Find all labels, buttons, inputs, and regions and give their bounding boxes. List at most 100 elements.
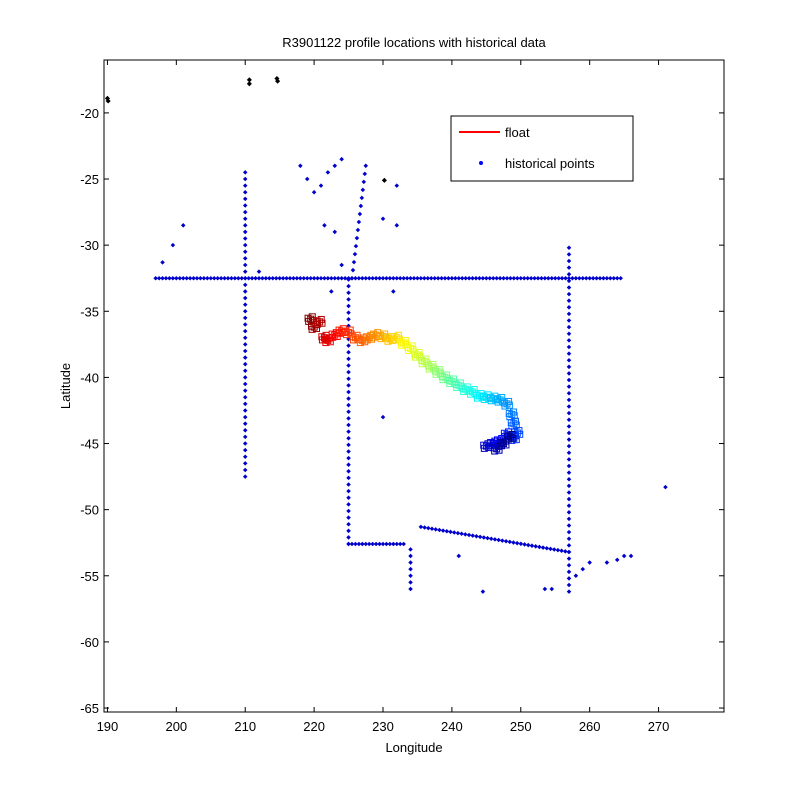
historical-point	[474, 534, 479, 539]
historical-point	[346, 416, 351, 421]
historical-point	[339, 262, 344, 268]
y-tick-label: -35	[80, 304, 99, 319]
y-tick-label: -60	[80, 635, 99, 650]
historical-point	[380, 275, 386, 281]
historical-point	[346, 469, 351, 474]
historical-point	[304, 176, 310, 182]
historical-point	[426, 525, 431, 531]
ticks: 190 200 210 220 230 240 250 260 270 -20 -25 -30 -35 -…	[80, 60, 724, 734]
historical-point	[418, 524, 424, 530]
historical-point	[507, 539, 513, 545]
historical-point	[411, 275, 417, 281]
historical-point	[521, 275, 527, 281]
historical-point	[350, 267, 356, 273]
float-profile-marker	[466, 387, 474, 395]
historical-point	[270, 275, 276, 281]
historical-point	[549, 275, 555, 281]
historical-point	[332, 229, 338, 235]
historical-point	[544, 545, 550, 551]
historical-point	[542, 275, 548, 281]
float-profile-marker	[397, 338, 405, 346]
historical-point	[490, 275, 496, 281]
historical-point	[366, 541, 372, 547]
historical-point	[566, 397, 572, 403]
historical-point	[242, 375, 248, 380]
historical-point	[353, 275, 358, 281]
historical-point	[242, 295, 248, 301]
historical-point	[470, 533, 475, 538]
historical-point	[566, 305, 572, 310]
historical-point	[256, 275, 262, 281]
historical-point	[160, 275, 165, 281]
historical-point	[566, 391, 572, 396]
float-profile-marker	[356, 335, 364, 343]
historical-point	[485, 535, 490, 541]
historical-point	[566, 384, 572, 389]
black-point	[275, 78, 281, 84]
historical-point	[308, 275, 313, 281]
historical-point	[477, 534, 483, 540]
historical-point	[242, 269, 248, 274]
historical-point	[242, 447, 248, 453]
historical-point	[618, 275, 623, 281]
historical-point	[492, 537, 498, 542]
historical-point	[473, 275, 479, 281]
legend-float-label: float	[505, 125, 530, 140]
float-profile-marker	[418, 357, 426, 365]
historical-points	[153, 156, 668, 594]
historical-point	[566, 496, 572, 502]
historical-point	[566, 536, 572, 542]
historical-point	[351, 259, 357, 265]
historical-point	[349, 541, 355, 547]
historical-point	[346, 422, 351, 428]
historical-point	[273, 275, 279, 281]
historical-point	[504, 275, 510, 281]
historical-point	[394, 275, 400, 281]
historical-point	[608, 275, 613, 281]
float-profile-marker	[313, 325, 321, 333]
historical-point	[346, 310, 351, 315]
historical-point	[548, 546, 553, 552]
float-profile-marker	[436, 366, 444, 374]
historical-point	[566, 510, 572, 515]
historical-point	[356, 275, 362, 281]
historical-point	[587, 275, 592, 281]
historical-point	[508, 275, 513, 281]
historical-point	[432, 275, 437, 281]
historical-point	[346, 290, 351, 296]
historical-point	[566, 271, 572, 277]
historical-point	[611, 275, 617, 281]
historical-point	[361, 179, 367, 185]
historical-point	[242, 408, 248, 413]
float-profile-marker	[390, 333, 398, 341]
historical-point	[387, 275, 393, 281]
historical-point	[503, 539, 509, 544]
historical-point	[160, 260, 165, 265]
float-profile-marker	[313, 317, 321, 325]
historical-point	[580, 566, 586, 572]
historical-point	[301, 275, 307, 281]
historical-point	[422, 525, 427, 530]
float-profile-marker	[408, 342, 416, 350]
historical-point	[242, 421, 248, 426]
historical-point	[401, 541, 406, 547]
historical-point	[242, 368, 248, 374]
float-profile-marker	[415, 349, 423, 357]
historical-point	[453, 275, 458, 281]
float-profile-marker	[376, 331, 384, 339]
historical-point	[346, 429, 351, 434]
historical-point	[566, 562, 572, 568]
historical-point	[566, 424, 572, 429]
float-profile-marker	[363, 333, 371, 341]
y-tick-label: -45	[80, 437, 99, 452]
x-tick-label: 230	[372, 719, 394, 734]
historical-point	[318, 275, 324, 281]
historical-point	[497, 275, 503, 281]
historical-point	[346, 528, 351, 534]
historical-point	[242, 256, 248, 261]
historical-point	[663, 484, 668, 490]
historical-point	[256, 269, 262, 274]
historical-point	[566, 377, 572, 383]
historical-point	[566, 576, 572, 581]
historical-point	[566, 298, 572, 303]
